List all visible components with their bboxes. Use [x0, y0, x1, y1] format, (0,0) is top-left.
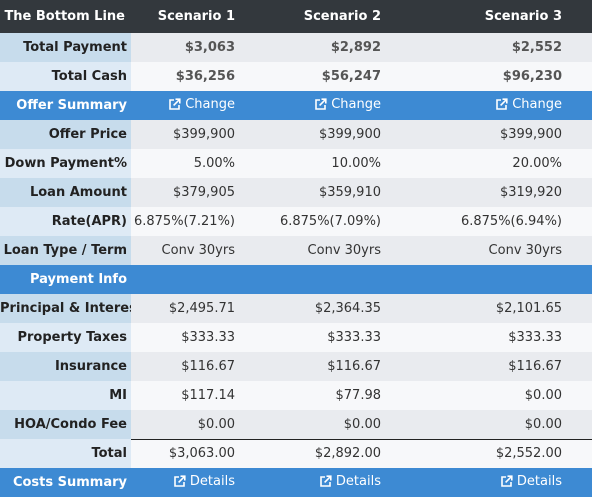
down-payment-row: Down Payment% 5.00% 10.00% 20.00%: [0, 149, 592, 178]
offer-summary-section: Offer Summary Change Change Change: [0, 91, 592, 120]
row-label: Principal & Interest: [0, 294, 131, 323]
external-link-icon: [501, 474, 513, 487]
change-label: Change: [331, 96, 381, 112]
row-value: $2,892.00: [277, 438, 423, 468]
row-value: $399,900: [277, 120, 423, 149]
external-link-icon: [315, 97, 327, 110]
row-label: Total: [0, 439, 131, 468]
row-label: MI: [0, 381, 131, 410]
row-value: $399,900: [131, 120, 277, 149]
total-payment-row: Total Payment $3,063 $2,892 $2,552: [0, 33, 592, 62]
external-link-icon: [496, 97, 508, 110]
external-link-icon: [174, 474, 186, 487]
scenario-2-header: Scenario 2: [277, 0, 423, 33]
insurance-row: Insurance $116.67 $116.67 $116.67: [0, 352, 592, 381]
header-row: The Bottom Line Scenario 1 Scenario 2 Sc…: [0, 0, 592, 33]
row-value: $36,256: [131, 62, 277, 91]
row-value: Conv 30yrs: [277, 236, 423, 265]
mi-row: MI $117.14 $77.98 $0.00: [0, 381, 592, 410]
row-value: $0.00: [277, 410, 423, 439]
row-value: 20.00%: [423, 149, 592, 178]
offer-price-row: Offer Price $399,900 $399,900 $399,900: [0, 120, 592, 149]
hoa-condo-fee-row: HOA/Condo Fee $0.00 $0.00 $0.00: [0, 410, 592, 439]
rate-apr-row: Rate(APR) 6.875%(7.21%) 6.875%(7.09%) 6.…: [0, 207, 592, 236]
row-value: $2,101.65: [423, 294, 592, 323]
section-title: Costs Summary: [0, 468, 131, 497]
principal-interest-row: Principal & Interest $2,495.71 $2,364.35…: [0, 294, 592, 323]
row-value: Conv 30yrs: [423, 236, 592, 265]
row-value: $379,905: [131, 178, 277, 207]
row-label: Rate(APR): [0, 207, 131, 236]
details-link-scenario-2[interactable]: Details: [319, 474, 381, 489]
details-link-scenario-1[interactable]: Details: [173, 474, 235, 489]
row-value: $116.67: [277, 352, 423, 381]
row-label: Total Payment: [0, 33, 131, 62]
row-value: $116.67: [423, 352, 592, 381]
row-value: $399,900: [423, 120, 592, 149]
change-label: Change: [185, 96, 235, 112]
row-label: Loan Amount: [0, 178, 131, 207]
row-value: $0.00: [423, 381, 592, 410]
total-cash-row: Total Cash $36,256 $56,247 $96,230: [0, 62, 592, 91]
scenario-1-header: Scenario 1: [131, 0, 277, 33]
row-value: $116.67: [131, 352, 277, 381]
change-label: Change: [512, 96, 562, 112]
payment-total-row: Total $3,063.00 $2,892.00 $2,552.00: [0, 438, 592, 468]
row-value: $2,552.00: [423, 438, 592, 468]
external-link-icon: [169, 97, 181, 110]
row-value: 6.875%(6.94%): [423, 207, 592, 236]
change-link-scenario-3[interactable]: Change: [495, 97, 562, 112]
row-value: $333.33: [131, 323, 277, 352]
row-value: 6.875%(7.21%): [131, 207, 277, 236]
row-label: HOA/Condo Fee: [0, 410, 131, 439]
row-value: $319,920: [423, 178, 592, 207]
row-value: $2,364.35: [277, 294, 423, 323]
change-link-scenario-2[interactable]: Change: [314, 97, 381, 112]
row-value: $333.33: [277, 323, 423, 352]
section-title: Offer Summary: [0, 91, 131, 120]
row-value: $56,247: [277, 62, 423, 91]
row-value: 5.00%: [131, 149, 277, 178]
external-link-icon: [320, 474, 332, 487]
row-value: $359,910: [277, 178, 423, 207]
row-label: Loan Type / Term: [0, 236, 131, 265]
row-value: $3,063: [131, 33, 277, 62]
row-value: $0.00: [423, 410, 592, 439]
change-link-scenario-1[interactable]: Change: [168, 97, 235, 112]
costs-summary-section: Costs Summary Details Details Details: [0, 468, 592, 497]
row-value: $2,495.71: [131, 294, 277, 323]
row-value: $2,552: [423, 33, 592, 62]
row-value: $77.98: [277, 381, 423, 410]
table-title: The Bottom Line: [0, 0, 131, 33]
row-value: $96,230: [423, 62, 592, 91]
row-label: Insurance: [0, 352, 131, 381]
details-label: Details: [335, 473, 381, 489]
row-value: $117.14: [131, 381, 277, 410]
row-value: 6.875%(7.09%): [277, 207, 423, 236]
row-label: Total Cash: [0, 62, 131, 91]
row-value: 10.00%: [277, 149, 423, 178]
details-label: Details: [516, 473, 562, 489]
payment-info-section: Payment Info: [0, 265, 592, 294]
row-label: Property Taxes: [0, 323, 131, 352]
row-value: Conv 30yrs: [131, 236, 277, 265]
row-value: $333.33: [423, 323, 592, 352]
scenario-3-header: Scenario 3: [423, 0, 592, 33]
loan-type-row: Loan Type / Term Conv 30yrs Conv 30yrs C…: [0, 236, 592, 265]
loan-amount-row: Loan Amount $379,905 $359,910 $319,920: [0, 178, 592, 207]
property-taxes-row: Property Taxes $333.33 $333.33 $333.33: [0, 323, 592, 352]
details-label: Details: [189, 473, 235, 489]
row-value: $0.00: [131, 410, 277, 439]
row-label: Down Payment%: [0, 149, 131, 178]
row-label: Offer Price: [0, 120, 131, 149]
row-value: $2,892: [277, 33, 423, 62]
row-value: $3,063.00: [131, 438, 277, 468]
section-title: Payment Info: [0, 265, 131, 294]
details-link-scenario-3[interactable]: Details: [500, 474, 562, 489]
